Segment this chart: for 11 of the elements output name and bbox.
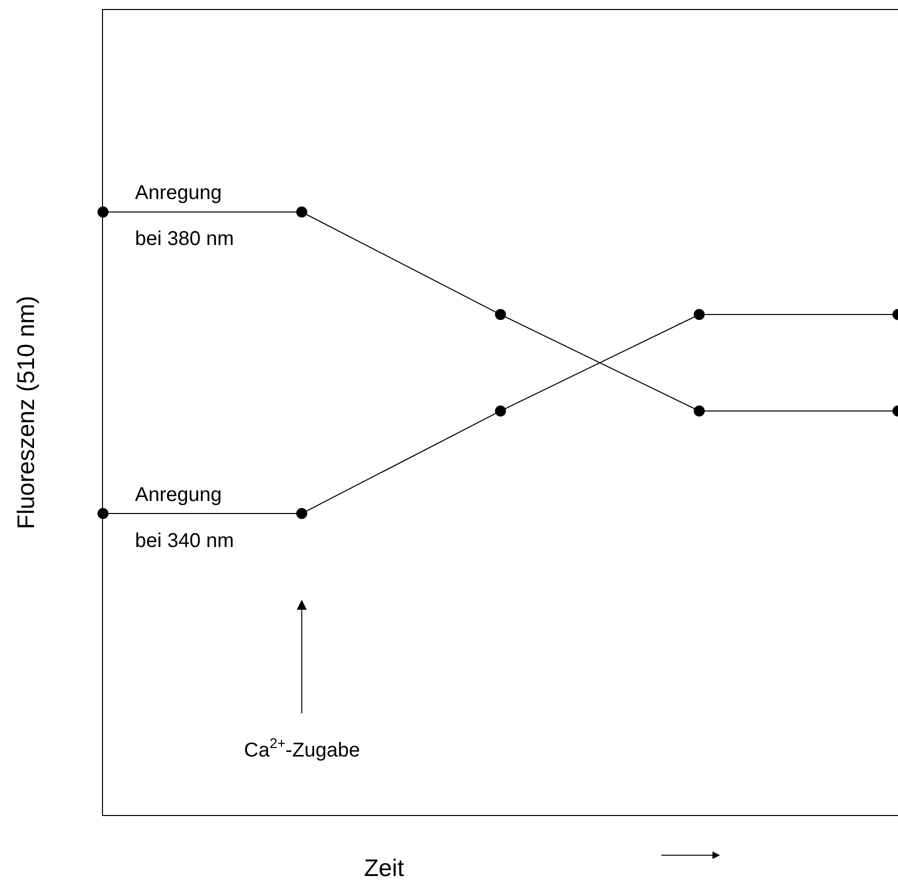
point	[694, 405, 705, 416]
text: Anregung bei 380 nm	[135, 182, 234, 250]
point	[495, 405, 506, 416]
x-axis-title: Zeit	[364, 855, 404, 882]
annotation: Ca$^{2+}$-Zugabe	[244, 735, 360, 762]
point	[694, 309, 705, 320]
point	[495, 309, 506, 320]
text: Anregung bei 340 nm	[135, 484, 234, 552]
point	[296, 206, 308, 218]
y-axis-title: Fluoreszenz (510 nm)	[13, 296, 40, 530]
point	[296, 508, 308, 519]
